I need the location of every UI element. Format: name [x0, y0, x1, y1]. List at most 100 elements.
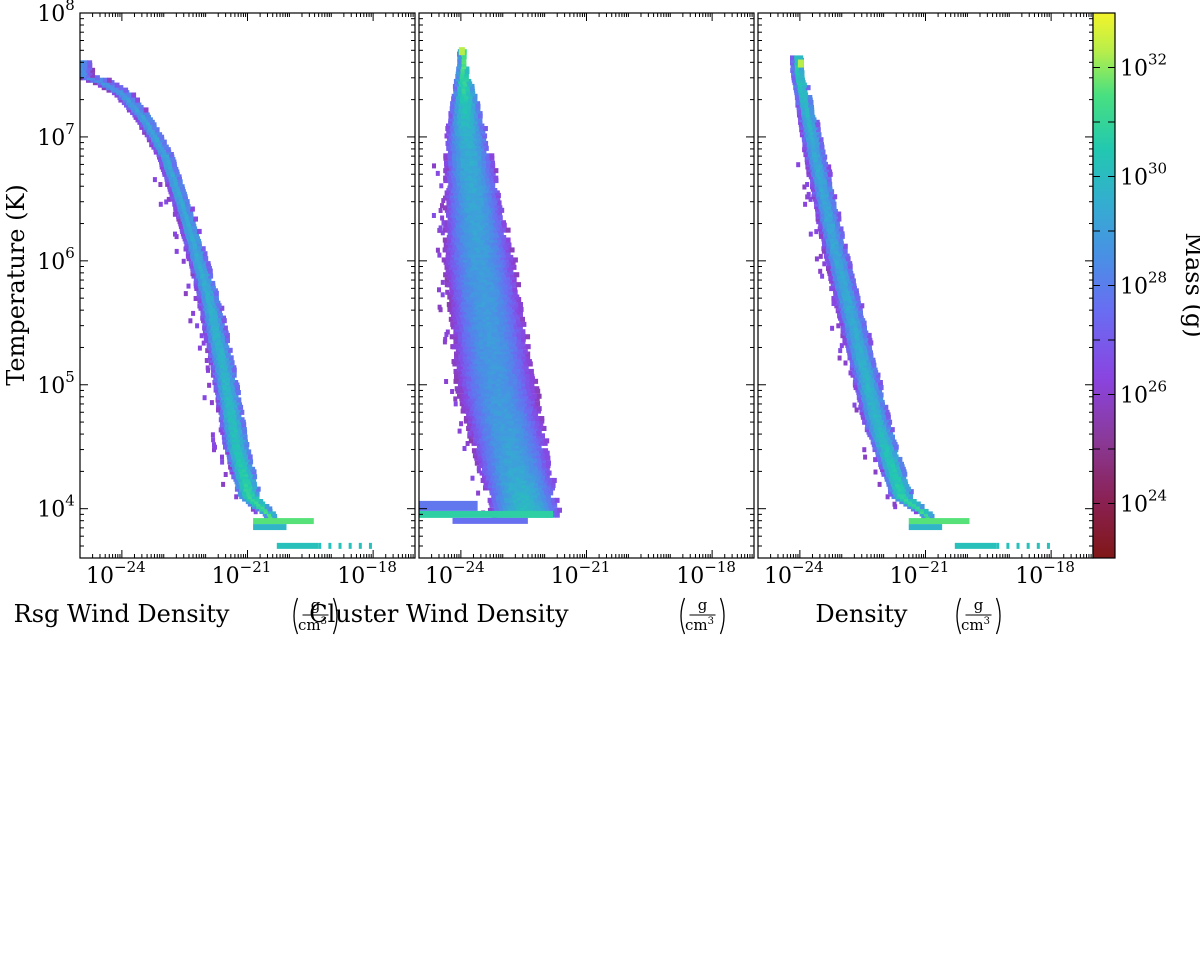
heatmap-cell — [440, 279, 445, 285]
heatmap-cell — [496, 200, 502, 206]
heatmap-cell — [489, 153, 495, 159]
heatmap-cell — [439, 183, 444, 189]
heatmap-cell — [540, 438, 545, 444]
heatmap-cell — [195, 323, 200, 329]
heatmap-cell — [867, 337, 873, 343]
heatmap-cell — [909, 489, 914, 495]
x-axis-label: Rsg Wind Density — [14, 600, 230, 628]
heatmap-cell — [538, 423, 544, 429]
heatmap-cell — [837, 355, 842, 361]
heatmap-cell — [242, 434, 248, 440]
heatmap-cell — [543, 448, 549, 454]
heatmap-cell — [158, 201, 163, 207]
heatmap-cell — [445, 165, 450, 171]
heatmap-cell — [843, 360, 848, 366]
heatmap-strip — [318, 542, 322, 549]
heatmap-cell — [525, 356, 531, 362]
heatmap-cell — [529, 368, 534, 374]
heatmap-cell — [440, 215, 445, 221]
heatmap-cell — [131, 92, 137, 98]
heatmap-cell — [873, 457, 878, 463]
heatmap-cell — [798, 55, 804, 61]
heatmap-floor — [908, 518, 970, 525]
heatmap-cell — [899, 461, 904, 467]
heatmap-cell — [154, 127, 160, 133]
heatmap-strip — [996, 542, 1000, 549]
heatmap-cell — [880, 467, 885, 472]
heatmap-cell — [80, 60, 84, 66]
heatmap-cell — [457, 428, 462, 434]
heatmap-cell — [228, 355, 234, 361]
heatmap-cell — [554, 497, 560, 503]
heatmap-cell — [74, 68, 79, 73]
heatmap-cell — [211, 437, 216, 443]
heatmap-cell — [432, 163, 436, 169]
heatmap-cell — [467, 431, 472, 437]
heatmap-cell — [529, 373, 535, 379]
heatmap-strip — [348, 542, 352, 549]
heatmap-cell — [438, 208, 443, 213]
heatmap-cell — [183, 291, 188, 297]
heatmap-cell — [461, 398, 466, 404]
heatmap-cell — [248, 459, 254, 465]
heatmap-cell — [887, 419, 893, 425]
heatmap-cell — [200, 246, 206, 252]
heatmap-cell — [512, 287, 518, 293]
heatmap-cell — [446, 302, 452, 308]
heatmap-cell — [477, 118, 483, 124]
heatmap-cell — [221, 481, 226, 487]
heatmap-cell — [454, 373, 459, 379]
heatmap-cell — [223, 330, 229, 336]
heatmap-strip — [1026, 542, 1030, 549]
x-tick-label: 10−18 — [1015, 558, 1075, 589]
heatmap-cell — [475, 101, 481, 107]
heatmap-cell — [490, 160, 495, 166]
heatmap-cell — [525, 344, 531, 350]
x-ticks — [418, 13, 755, 558]
heatmap-cell — [90, 72, 95, 78]
heatmap-cell — [450, 321, 455, 327]
heatmap-cell — [826, 164, 832, 170]
heatmap-cell — [492, 188, 498, 194]
heatmap-cell — [435, 170, 440, 176]
heatmap-cell — [199, 333, 204, 339]
x-tick-label: 10−21 — [890, 558, 950, 589]
colorbar-tick-exponent: 30 — [1148, 160, 1167, 178]
heatmap-strip — [954, 542, 997, 549]
heatmap-cell — [818, 253, 823, 259]
heatmap-cell — [805, 182, 810, 187]
heatmap-cell — [891, 439, 897, 445]
heatmap-floor — [253, 518, 314, 525]
heatmap-cell — [219, 305, 225, 311]
heatmap-cell — [890, 427, 895, 433]
x-tick-exponent: −21 — [918, 558, 950, 576]
heatmap-cell — [839, 231, 845, 237]
heatmap-cell — [75, 60, 80, 65]
heatmap-cell — [513, 257, 518, 263]
heatmap-cell — [191, 310, 196, 316]
heatmap-cell — [227, 347, 233, 353]
heatmap-cell — [487, 507, 492, 513]
heatmap-cell — [87, 60, 93, 66]
heatmap-cell — [229, 360, 235, 366]
heatmap-strip — [1046, 542, 1050, 549]
heatmap-cell — [892, 501, 897, 507]
heatmap-cell — [166, 196, 171, 202]
heatmap-cell — [440, 203, 444, 209]
heatmap-cell — [264, 504, 270, 510]
x-tick-exponent: −24 — [792, 558, 824, 576]
heatmap-cell — [816, 127, 821, 133]
heatmap-floor-band — [419, 510, 553, 518]
heatmap-cell — [836, 323, 841, 329]
y-ticks — [758, 12, 1093, 559]
heatmap-cell — [209, 400, 214, 406]
heatmap-cell — [451, 344, 456, 350]
heatmap-cell — [854, 407, 859, 413]
heatmap-cell — [806, 191, 811, 197]
heatmap-cell — [95, 75, 100, 81]
heatmap-cell — [505, 237, 511, 243]
x-axis-label: Cluster Wind Density — [309, 600, 569, 628]
heatmap-cell — [539, 416, 545, 422]
unit-numerator: g — [311, 596, 321, 614]
